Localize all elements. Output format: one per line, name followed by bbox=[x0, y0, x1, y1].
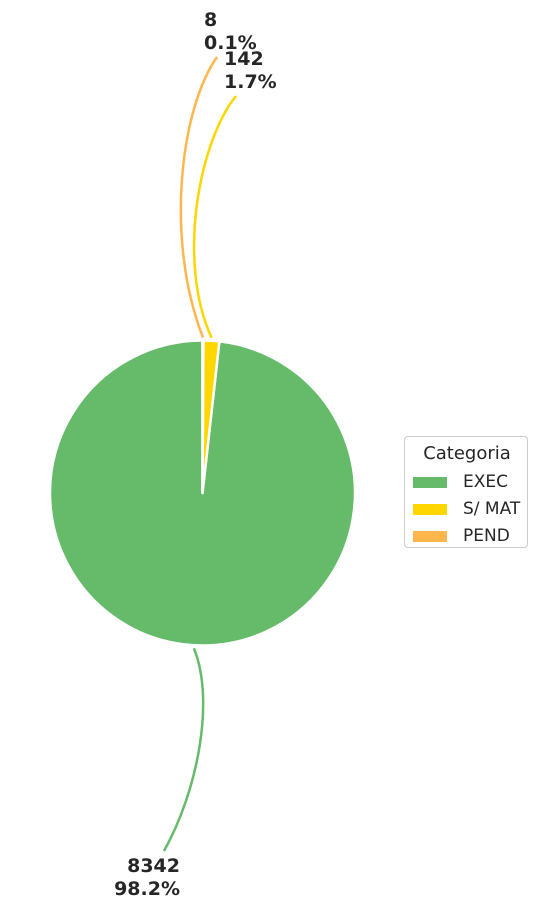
value-label-pend: 8 bbox=[204, 9, 217, 31]
percent-label-s-mat: 1.7% bbox=[224, 71, 277, 93]
legend: Categoria EXEC S/ MAT PEND bbox=[404, 436, 528, 548]
pie-slice-pend bbox=[201, 339, 205, 495]
legend-title: Categoria bbox=[423, 443, 511, 464]
legend-swatch-exec bbox=[413, 477, 447, 488]
leader-line-s-mat bbox=[192, 95, 237, 339]
percent-label-exec: 98.2% bbox=[114, 878, 180, 900]
legend-item-s-mat: S/ MAT bbox=[413, 498, 525, 520]
legend-label-s-mat: S/ MAT bbox=[463, 499, 521, 519]
leader-line-exec bbox=[162, 647, 205, 852]
leader-lines bbox=[162, 56, 237, 852]
percent-label-pend: 0.1% bbox=[204, 32, 257, 54]
legend-swatch-pend bbox=[413, 531, 447, 542]
legend-item-exec: EXEC bbox=[413, 471, 525, 493]
leader-line-pend bbox=[179, 56, 219, 338]
legend-label-pend: PEND bbox=[463, 526, 510, 546]
pie-slices bbox=[48, 339, 357, 647]
legend-label-exec: EXEC bbox=[463, 472, 508, 492]
value-label-exec: 8342 bbox=[127, 855, 180, 877]
legend-item-pend: PEND bbox=[413, 525, 525, 547]
legend-swatch-s-mat bbox=[413, 504, 447, 515]
value-label-s-mat: 142 bbox=[224, 48, 264, 70]
